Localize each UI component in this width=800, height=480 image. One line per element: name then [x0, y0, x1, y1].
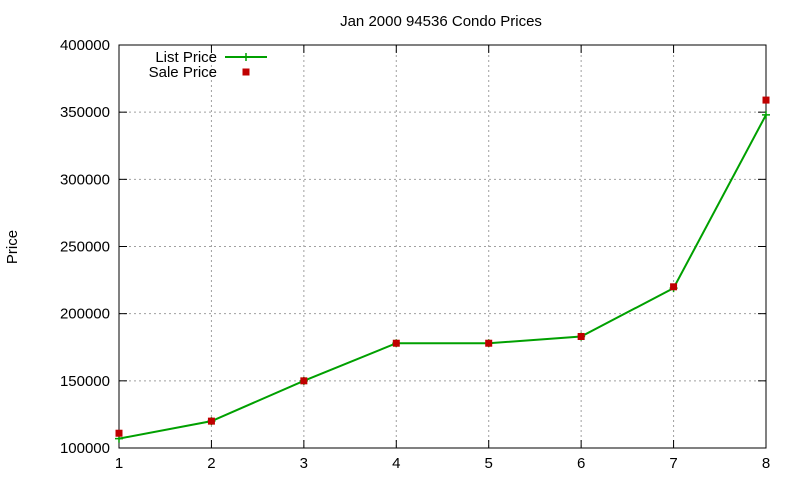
x-tick-label: 5	[485, 455, 493, 472]
data-point	[670, 283, 678, 291]
data-point	[485, 339, 493, 347]
legend-entry: Sale Price	[149, 64, 250, 81]
x-tick-label: 8	[762, 455, 770, 472]
series-1	[115, 96, 770, 437]
legend-marker	[242, 53, 250, 61]
y-tick-label: 100000	[60, 440, 110, 457]
x-tick-label: 3	[300, 455, 308, 472]
y-tick-label: 300000	[60, 171, 110, 188]
y-axis-label: Price	[4, 230, 21, 264]
legend-marker	[242, 68, 250, 76]
grid	[119, 45, 766, 448]
data-point	[207, 417, 215, 425]
legend-label: List Price	[155, 49, 217, 66]
data-point	[115, 429, 123, 437]
axes: 100000 150000 200000 250000 300000 350000 4000…	[60, 37, 770, 472]
x-tick-label: 2	[207, 455, 215, 472]
y-tick-label: 250000	[60, 239, 110, 256]
legend-entry: List Price	[155, 49, 267, 66]
y-tick-label: 150000	[60, 373, 110, 390]
legend-label: Sale Price	[149, 64, 217, 81]
series-0	[115, 110, 770, 443]
data-point	[577, 333, 585, 341]
data-point	[762, 110, 770, 119]
data-point	[300, 377, 308, 385]
y-tick-label: 350000	[60, 104, 110, 121]
y-tick-label: 200000	[60, 306, 110, 323]
chart-title: Jan 2000 94536 Condo Prices	[340, 13, 542, 30]
x-tick-label: 1	[115, 455, 123, 472]
data-point	[392, 339, 400, 347]
x-tick-label: 7	[669, 455, 677, 472]
y-tick-label: 400000	[60, 37, 110, 54]
series	[115, 96, 770, 443]
x-tick-label: 6	[577, 455, 585, 472]
plot-frame	[118, 44, 767, 449]
data-point	[762, 96, 770, 104]
series-line	[118, 114, 767, 440]
x-tick-label: 4	[392, 455, 400, 472]
